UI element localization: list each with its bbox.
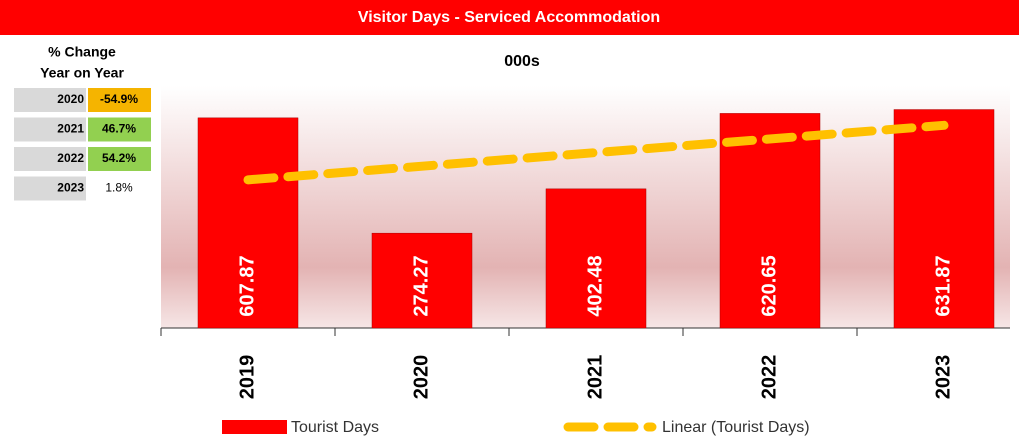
change-cell xyxy=(88,117,151,142)
change-label: 54.2% xyxy=(102,151,136,165)
x-tick-label: 2023 xyxy=(932,355,954,400)
table-title: Year on Year xyxy=(40,65,124,81)
change-cell xyxy=(88,176,151,201)
data-label: 620.65 xyxy=(758,255,780,316)
x-tick-label: 2019 xyxy=(236,355,258,400)
year-label: 2023 xyxy=(57,181,84,195)
year-cell xyxy=(14,147,86,171)
year-cell xyxy=(14,176,86,201)
year-cell xyxy=(14,88,86,112)
chart-subtitle: 000s xyxy=(504,53,540,70)
year-label: 2022 xyxy=(57,151,84,165)
data-label: 402.48 xyxy=(584,255,606,316)
data-label: 631.87 xyxy=(932,255,954,316)
table-title: % Change xyxy=(48,44,116,60)
year-cell xyxy=(14,117,86,142)
x-tick-label: 2021 xyxy=(584,355,606,400)
x-tick-label: 2020 xyxy=(410,355,432,400)
x-tick-label: 2022 xyxy=(758,355,780,400)
bar xyxy=(719,113,821,329)
change-label: 1.8% xyxy=(105,181,133,195)
change-label: -54.9% xyxy=(100,92,138,106)
header-bar xyxy=(0,0,1019,35)
year-label: 2020 xyxy=(57,92,84,106)
legend-swatch xyxy=(222,420,287,434)
bar xyxy=(371,232,473,329)
data-label: 607.87 xyxy=(236,255,258,316)
bar xyxy=(545,188,647,329)
bar xyxy=(197,117,299,329)
change-label: 46.7% xyxy=(102,122,136,136)
legend-label: Tourist Days xyxy=(291,419,379,436)
legend-label: Linear (Tourist Days) xyxy=(662,419,810,436)
bar xyxy=(893,109,995,329)
header-title: Visitor Days - Serviced Accommodation xyxy=(358,9,660,26)
trendline xyxy=(243,120,949,185)
data-label: 274.27 xyxy=(410,255,432,316)
change-cell xyxy=(88,147,151,171)
year-label: 2021 xyxy=(57,122,84,136)
change-cell xyxy=(88,88,151,112)
